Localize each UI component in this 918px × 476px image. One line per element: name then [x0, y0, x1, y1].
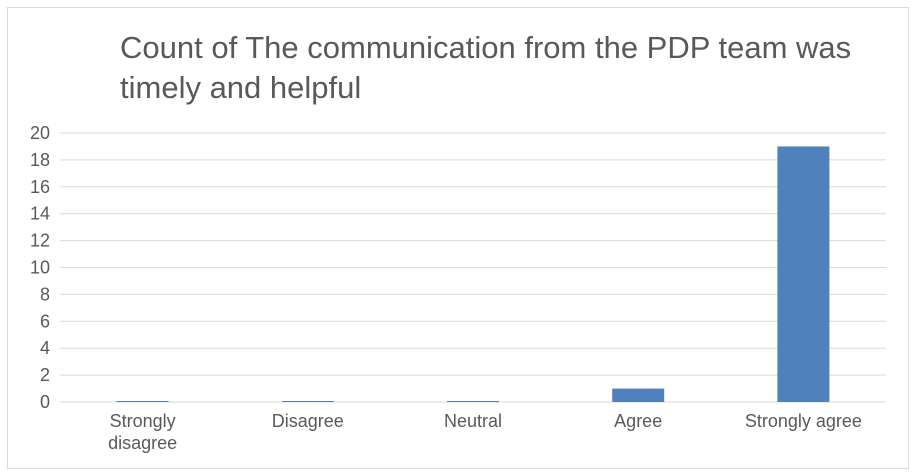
y-tick-label: 0 — [40, 392, 50, 412]
bar — [777, 146, 830, 402]
y-tick-label: 18 — [30, 150, 50, 170]
y-tick-label: 16 — [30, 177, 50, 197]
bar — [116, 401, 169, 402]
x-tick-label: Neutral — [444, 411, 502, 431]
chart-title: Count of The communication from the PDP … — [120, 30, 852, 105]
chart-frame — [7, 7, 909, 469]
x-tick-label: Strongly disagree — [108, 411, 177, 453]
y-tick-label: 2 — [40, 365, 50, 385]
y-tick-label: 10 — [30, 258, 50, 278]
x-tick-label: Disagree — [272, 411, 344, 431]
y-axis-ticks: 0 2 4 6 8 10 12 14 16 18 20 — [30, 123, 50, 412]
bar — [447, 401, 499, 402]
bar — [281, 401, 334, 402]
y-tick-label: 6 — [40, 311, 50, 331]
y-tick-label: 4 — [40, 338, 50, 358]
y-tick-label: 20 — [30, 123, 50, 143]
x-tick-label: Strongly agree — [745, 411, 862, 431]
y-tick-label: 14 — [30, 204, 50, 224]
y-tick-label: 8 — [40, 284, 50, 304]
x-tick-label: Agree — [614, 411, 662, 431]
bar — [612, 388, 665, 402]
grid-lines — [60, 132, 886, 403]
bars — [116, 146, 830, 402]
x-axis-labels: Strongly disagree Disagree Neutral Agree Stro… — [108, 411, 862, 453]
y-tick-label: 12 — [30, 231, 50, 251]
